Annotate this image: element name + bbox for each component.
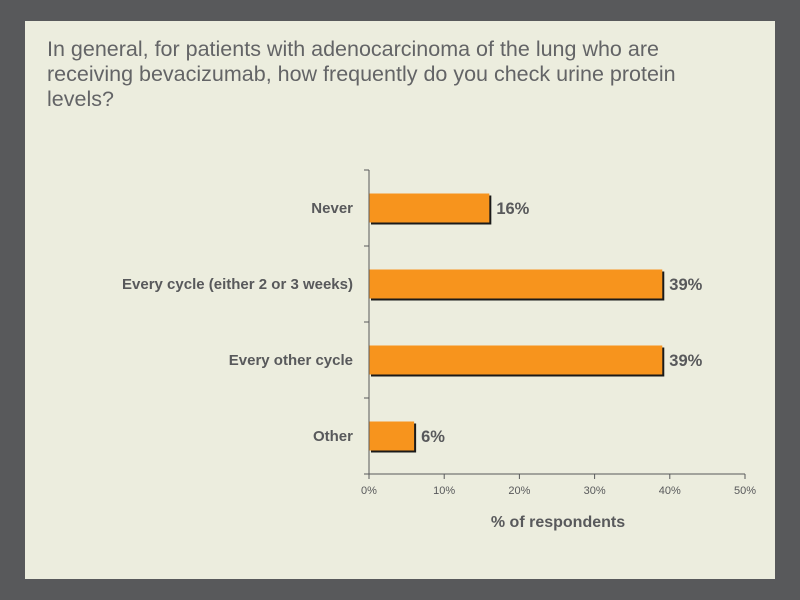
category-label: Every cycle (either 2 or 3 weeks) xyxy=(122,276,353,293)
ticks-layer: 0% 10% 20% 30% 40% 50% xyxy=(361,169,756,497)
x-tick-label: 40% xyxy=(659,485,681,497)
bars-layer: Never 16% Every cycle (either 2 or 3 weeks… xyxy=(122,193,703,453)
value-label: 6% xyxy=(421,428,445,446)
category-label: Every other cycle xyxy=(229,352,353,369)
category-label: Other xyxy=(313,428,353,445)
x-axis-title: % of respondents xyxy=(491,514,625,531)
value-label: 16% xyxy=(496,200,529,218)
x-tick-label: 0% xyxy=(361,485,377,497)
bar-chart: Never 16% Every cycle (either 2 or 3 weeks… xyxy=(122,169,756,531)
bar xyxy=(369,421,415,451)
x-tick-label: 20% xyxy=(508,485,530,497)
x-tick-label: 30% xyxy=(584,485,606,497)
value-label: 39% xyxy=(669,276,702,294)
slide-panel: In general, for patients with adenocarci… xyxy=(25,21,775,579)
bar xyxy=(369,269,663,299)
question-title: In general, for patients with adenocarci… xyxy=(47,37,676,111)
bar xyxy=(369,193,490,223)
x-tick-label: 10% xyxy=(433,485,455,497)
value-label: 39% xyxy=(669,352,702,370)
bar xyxy=(369,345,663,375)
x-tick-label: 50% xyxy=(734,485,756,497)
category-label: Never xyxy=(311,200,353,217)
